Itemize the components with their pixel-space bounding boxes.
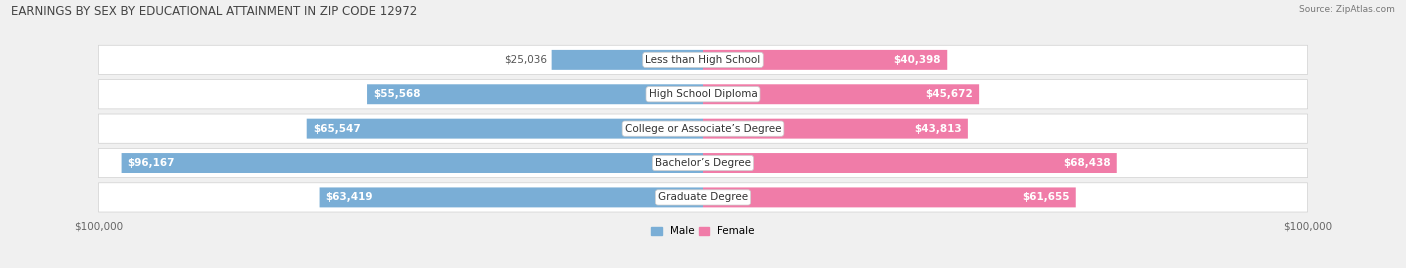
FancyBboxPatch shape [98,148,1308,178]
FancyBboxPatch shape [98,183,1308,212]
FancyBboxPatch shape [307,119,703,139]
Text: $45,672: $45,672 [925,89,973,99]
FancyBboxPatch shape [703,153,1116,173]
Text: College or Associate’s Degree: College or Associate’s Degree [624,124,782,134]
Text: $43,813: $43,813 [914,124,962,134]
FancyBboxPatch shape [98,114,1308,143]
FancyBboxPatch shape [98,80,1308,109]
Text: $25,036: $25,036 [503,55,547,65]
Text: $40,398: $40,398 [894,55,941,65]
FancyBboxPatch shape [367,84,703,104]
FancyBboxPatch shape [98,45,1308,75]
Text: Graduate Degree: Graduate Degree [658,192,748,202]
Text: $65,547: $65,547 [312,124,360,134]
Legend: Male, Female: Male, Female [651,226,755,236]
Text: $61,655: $61,655 [1022,192,1070,202]
FancyBboxPatch shape [319,187,703,207]
Text: $96,167: $96,167 [128,158,176,168]
Text: Less than High School: Less than High School [645,55,761,65]
Text: $68,438: $68,438 [1063,158,1111,168]
Text: Source: ZipAtlas.com: Source: ZipAtlas.com [1299,5,1395,14]
FancyBboxPatch shape [703,187,1076,207]
Text: High School Diploma: High School Diploma [648,89,758,99]
FancyBboxPatch shape [121,153,703,173]
FancyBboxPatch shape [703,84,979,104]
Text: $63,419: $63,419 [326,192,373,202]
Text: Bachelor’s Degree: Bachelor’s Degree [655,158,751,168]
Text: EARNINGS BY SEX BY EDUCATIONAL ATTAINMENT IN ZIP CODE 12972: EARNINGS BY SEX BY EDUCATIONAL ATTAINMEN… [11,5,418,18]
FancyBboxPatch shape [703,119,967,139]
Text: $55,568: $55,568 [373,89,420,99]
FancyBboxPatch shape [703,50,948,70]
FancyBboxPatch shape [551,50,703,70]
